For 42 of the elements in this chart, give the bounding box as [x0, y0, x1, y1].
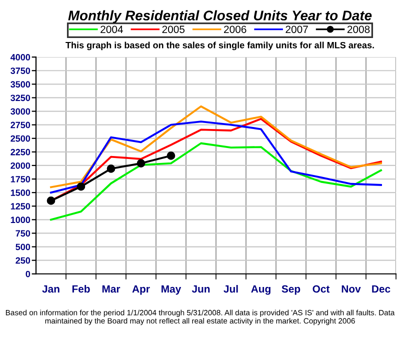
x-tick-label: May [162, 285, 182, 295]
y-tick-label: 750 [16, 230, 30, 237]
y-tick-label: 1250 [10, 203, 30, 210]
y-tick-label: 4000 [10, 54, 30, 60]
chart-subtitle: This graph is based on the sales of single family units for all MLS areas. [66, 42, 374, 50]
x-tick-label: Jul [224, 284, 238, 293]
legend-label: 2004 [100, 26, 123, 34]
y-tick-label: 2750 [10, 122, 30, 128]
legend-label: 2005 [162, 26, 185, 34]
y-tick-label: 1500 [10, 190, 30, 196]
y-tick-label: 1000 [10, 216, 30, 224]
x-tick-label: Feb [72, 284, 90, 293]
chart-title: Monthly Residential Closed Units Year to Date [68, 10, 372, 24]
y-tick-label: 500 [16, 244, 30, 250]
x-tick-label: Sep [282, 285, 300, 295]
x-tick-label: Jun [192, 285, 210, 293]
x-tick-label: Dec [372, 285, 390, 293]
x-tick-label: Apr [132, 285, 150, 295]
point [46, 196, 56, 205]
x-tick-label: Mar [102, 285, 120, 293]
line-series [50, 142, 382, 221]
point [136, 159, 146, 168]
legend-label: 2008 [347, 26, 370, 34]
y-tick-label: 250 [16, 257, 30, 264]
y-tick-label: 3750 [10, 68, 30, 74]
point [76, 182, 86, 191]
y-tick-label: 3000 [10, 108, 30, 115]
y-tick-label: 3250 [10, 94, 30, 102]
legend-label: 2006 [224, 26, 246, 34]
y-tick-label: 3500 [10, 81, 30, 88]
point [106, 164, 116, 173]
x-tick-label: Aug [251, 285, 270, 295]
x-tick-label: Oct [312, 285, 330, 293]
y-tick-label: 1750 [10, 176, 30, 182]
legend-label: 2007 [286, 26, 308, 34]
y-tick-label: 2250 [10, 148, 30, 156]
y-tick-label: 2500 [10, 135, 30, 142]
y-tick-label: 2000 [10, 162, 30, 169]
x-tick-label: Nov [342, 285, 361, 293]
point [166, 152, 176, 160]
x-tick-label: Jan [42, 285, 60, 293]
y-tick-label: 0 [26, 270, 30, 278]
